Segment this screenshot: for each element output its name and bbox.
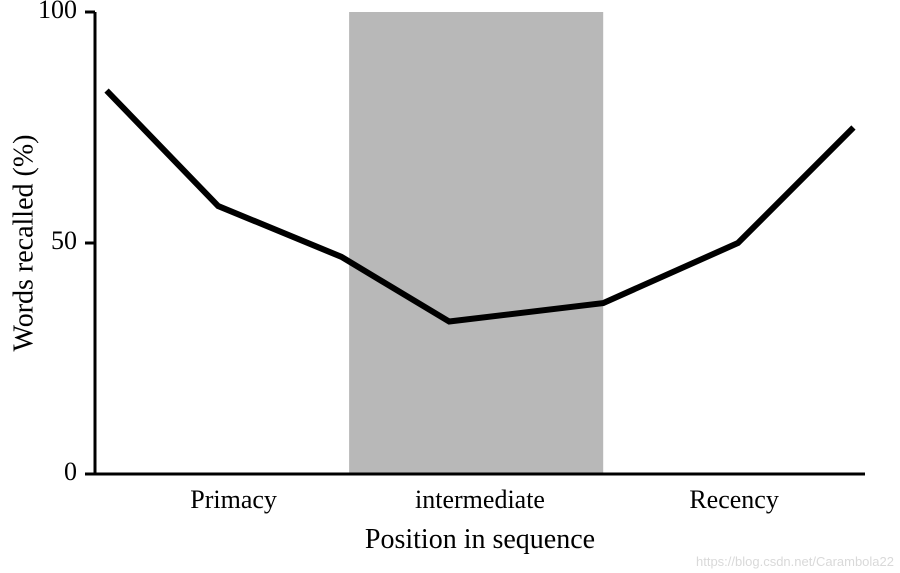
chart-svg: 0 50 100 Words recalled (%) Primacy intermedi… <box>0 0 900 573</box>
x-category-label: intermediate <box>415 485 545 514</box>
intermediate-band <box>349 12 603 474</box>
x-category-label: Primacy <box>190 485 277 514</box>
x-category-label: Recency <box>689 485 779 514</box>
y-tick-label: 50 <box>51 226 77 255</box>
y-tick-label: 0 <box>64 457 77 486</box>
y-axis-title: Words recalled (%) <box>8 135 39 352</box>
serial-position-chart: 0 50 100 Words recalled (%) Primacy intermedi… <box>0 0 900 573</box>
x-axis-title: Position in sequence <box>365 524 595 555</box>
y-tick-label: 100 <box>38 0 77 24</box>
